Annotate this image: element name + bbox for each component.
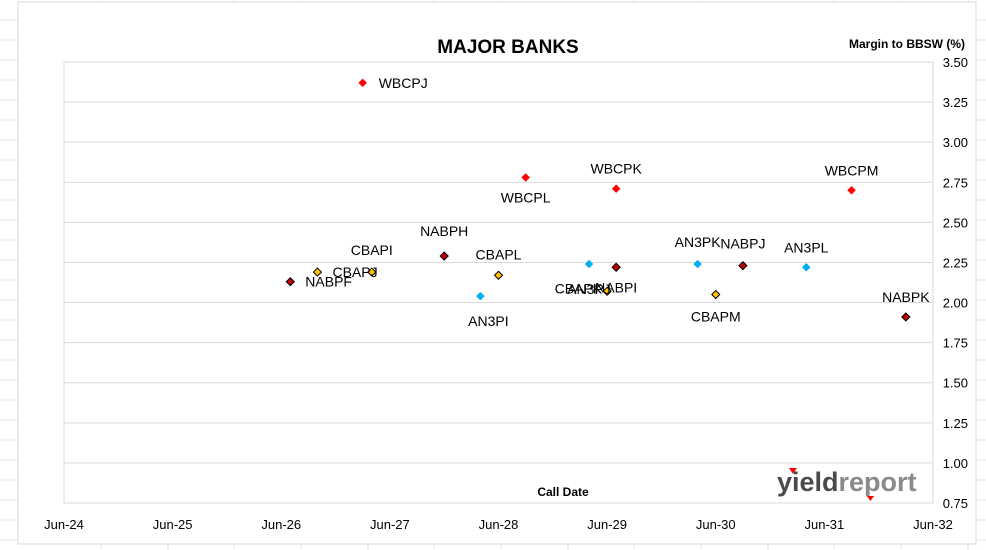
data-point (493, 270, 504, 280)
x-tick-label: Jun-27 (370, 517, 410, 532)
data-point (358, 78, 368, 88)
data-label: NABPK (882, 289, 930, 305)
x-tick-label: Jun-32 (913, 517, 953, 532)
data-point (476, 291, 485, 301)
x-tick-label: Jun-24 (44, 517, 84, 532)
y-tick-label: 1.50 (943, 376, 968, 391)
svg-text:yieldreport: yieldreport (777, 467, 917, 497)
y-tick-label: 0.75 (943, 496, 968, 511)
logo-red-accent-icon (789, 468, 797, 474)
data-label: CBAPL (476, 246, 522, 262)
logo-red-marker-icon (867, 496, 874, 501)
yieldreport-logo: yieldreport (777, 467, 917, 501)
horizontal-gridlines (64, 101, 933, 464)
data-label: AN3PK (675, 234, 722, 250)
data-label: NABPF (305, 274, 352, 290)
data-label: WBCPM (825, 162, 879, 178)
y-tick-label: 3.00 (943, 135, 968, 150)
x-tick-label: Jun-25 (153, 517, 193, 532)
y-axis-title: Margin to BBSW (%) (849, 37, 965, 51)
data-point (312, 267, 323, 277)
data-point (847, 185, 856, 195)
data-label: AN3PL (784, 239, 829, 255)
logo-text-report: report (839, 467, 917, 497)
data-label: AN3PJ (567, 281, 611, 297)
y-tick-label: 2.25 (943, 255, 968, 270)
y-tick-label: 2.00 (943, 296, 968, 311)
data-point (693, 259, 702, 269)
y-tick-label: 1.00 (943, 456, 968, 471)
data-label: CBAPI (351, 242, 393, 258)
plot-area (63, 61, 934, 504)
data-label: AN3PI (468, 313, 508, 329)
data-label: CBAPK (555, 280, 603, 296)
data-point (901, 312, 911, 322)
data-point (611, 262, 621, 272)
data-point (367, 267, 377, 277)
y-tick-label: 1.75 (943, 336, 968, 351)
x-tick-label: Jun-26 (261, 517, 301, 532)
x-tick-label: Jun-31 (805, 517, 845, 532)
data-point (711, 289, 721, 300)
data-point (801, 262, 811, 272)
x-tick-label: Jun-28 (479, 517, 519, 532)
data-point (738, 260, 748, 271)
chart-title: MAJOR BANKS (437, 37, 578, 58)
data-label: WBCPK (591, 161, 643, 177)
y-tick-label: 3.50 (943, 55, 968, 70)
data-label: WBCPL (501, 189, 551, 205)
data-point (285, 276, 296, 287)
data-label: CBAPJ (332, 264, 377, 280)
y-axis-ticks: 3.50 3.25 3.00 2.75 2.50 2.25 2.00 1.75 1.50 1.25… (943, 55, 968, 511)
data-point (611, 184, 621, 194)
x-axis-ticks: Jun-24 Jun-25 Jun-26 Jun-27 Jun-28 Jun-29 Jun-… (44, 517, 953, 532)
data-point (584, 259, 594, 269)
logo-text-yield: yield (777, 467, 839, 497)
data-label: CBAPM (691, 309, 741, 325)
x-axis-title: Call Date (537, 485, 589, 499)
x-tick-label: Jun-30 (696, 517, 736, 532)
y-tick-label: 2.75 (943, 175, 968, 190)
data-point (602, 286, 612, 297)
y-tick-label: 2.50 (943, 215, 968, 230)
data-label: WBCPJ (379, 75, 428, 91)
y-tick-label: 1.25 (943, 416, 968, 431)
y-tick-label: 3.25 (943, 95, 968, 110)
data-point (439, 251, 449, 261)
data-label: NABPJ (720, 236, 765, 252)
data-point (521, 173, 531, 182)
x-tick-label: Jun-29 (587, 517, 627, 532)
data-label: NABPH (420, 223, 468, 239)
